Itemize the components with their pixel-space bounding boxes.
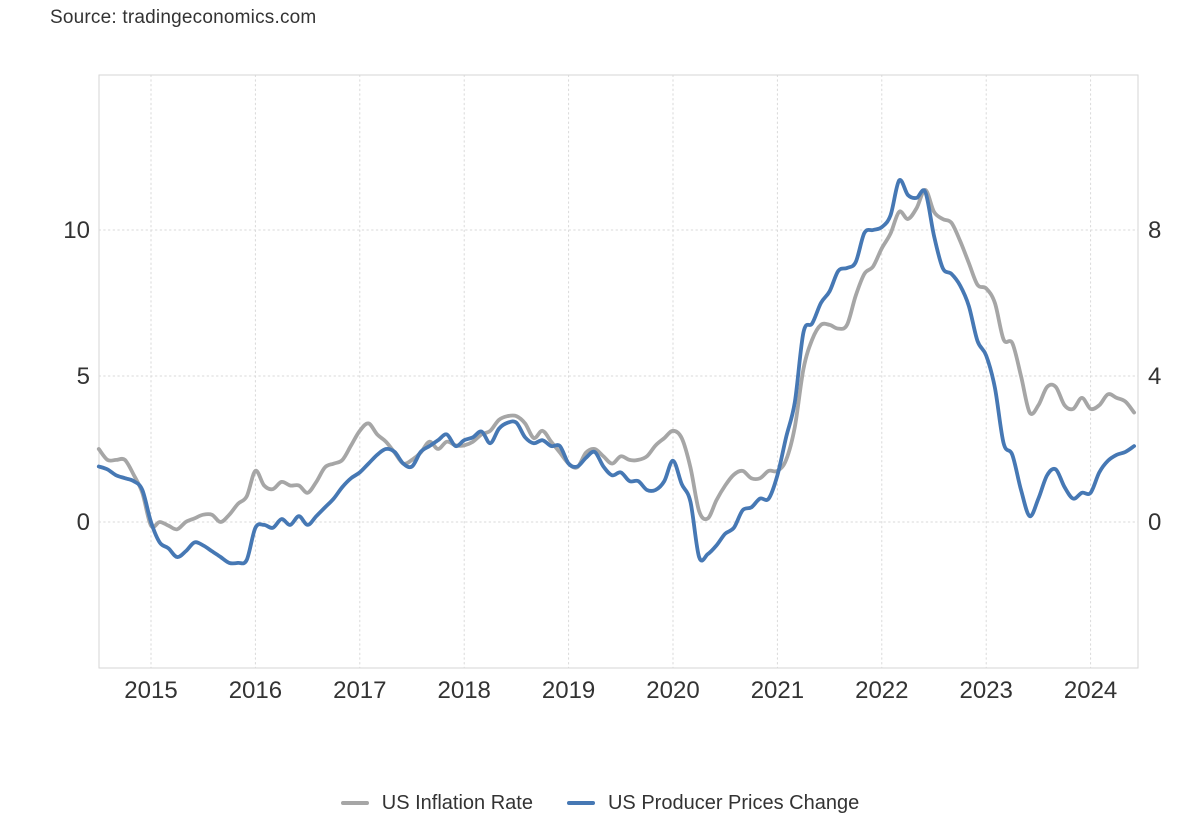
x-axis-label: 2019: [542, 677, 595, 704]
plot-border: [98, 74, 1139, 669]
gridlines: [98, 74, 1139, 669]
source-label: Source: tradingeconomics.com: [50, 7, 317, 28]
legend-swatch-icon: [340, 801, 369, 805]
x-axis-label: 2024: [1064, 677, 1117, 704]
y-axis-label-left: 0: [77, 509, 90, 536]
legend-item[interactable]: US Inflation Rate: [340, 791, 533, 815]
legend-label: US Producer Prices Change: [607, 791, 860, 814]
line-chart[interactable]: 10 8 5 4 0 0 2015 2016 2017 2018 2019 2020 2021 2022 2…: [0, 0, 1200, 790]
legend-item[interactable]: US Producer Prices Change: [566, 791, 860, 815]
legend-label: US Inflation Rate: [381, 791, 533, 814]
x-axis-label: 2023: [960, 677, 1013, 704]
x-axis-label: 2020: [646, 677, 699, 704]
y-axis-label-right: 8: [1148, 217, 1161, 244]
series-lines: [96, 178, 1136, 566]
y-axis-label-right: 0: [1148, 509, 1161, 536]
y-axis-label-left: 5: [77, 363, 90, 390]
x-axis-label: 2015: [124, 677, 177, 704]
x-axis-label: 2021: [751, 677, 804, 704]
legend-swatch-icon: [566, 801, 595, 805]
y-axis-label-right: 4: [1148, 363, 1161, 390]
x-axis-label: 2017: [333, 677, 386, 704]
series-line-left: [96, 178, 1136, 566]
series-line-right: [96, 188, 1136, 532]
x-axis-label: 2016: [229, 677, 282, 704]
y-axis-label-left: 10: [63, 217, 90, 244]
x-axis-label: 2018: [438, 677, 491, 704]
legend: US Inflation Rate US Producer Prices Chan…: [0, 788, 1200, 818]
axis-labels: 10 8 5 4 0 0 2015 2016 2017 2018 2019 2020 2021 2022 2…: [63, 217, 1161, 704]
x-axis-label: 2022: [855, 677, 908, 704]
